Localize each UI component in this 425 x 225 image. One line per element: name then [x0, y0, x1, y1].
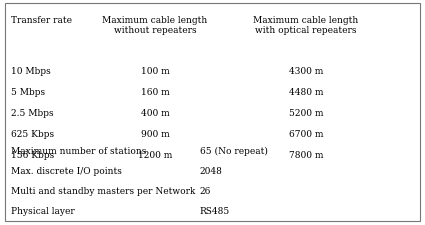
Text: 156 Kbps: 156 Kbps: [11, 151, 54, 160]
Text: 5 Mbps: 5 Mbps: [11, 88, 45, 97]
Text: 5200 m: 5200 m: [289, 109, 323, 118]
Text: 100 m: 100 m: [141, 68, 170, 76]
Text: Multi and standby masters per Network: Multi and standby masters per Network: [11, 187, 195, 196]
Text: 2048: 2048: [200, 167, 223, 176]
Text: 400 m: 400 m: [141, 109, 170, 118]
Text: 4300 m: 4300 m: [289, 68, 323, 76]
Text: Maximum cable length
with optical repeaters: Maximum cable length with optical repeat…: [253, 16, 359, 35]
Text: 900 m: 900 m: [141, 130, 170, 139]
Text: Maximum number of stations: Maximum number of stations: [11, 147, 146, 156]
FancyBboxPatch shape: [5, 3, 420, 220]
Text: 26: 26: [200, 187, 211, 196]
Text: Max. discrete I/O points: Max. discrete I/O points: [11, 167, 122, 176]
Text: 6700 m: 6700 m: [289, 130, 323, 139]
Text: 625 Kbps: 625 Kbps: [11, 130, 54, 139]
Text: RS485: RS485: [200, 207, 230, 216]
Text: 4480 m: 4480 m: [289, 88, 323, 97]
Text: Transfer rate: Transfer rate: [11, 16, 72, 25]
Text: 160 m: 160 m: [141, 88, 170, 97]
Text: 10 Mbps: 10 Mbps: [11, 68, 51, 76]
Text: 7800 m: 7800 m: [289, 151, 323, 160]
Text: Physical layer: Physical layer: [11, 207, 74, 216]
Text: 65 (No repeat): 65 (No repeat): [200, 147, 268, 157]
Text: Maximum cable length
without repeaters: Maximum cable length without repeaters: [102, 16, 208, 35]
Text: 1200 m: 1200 m: [138, 151, 172, 160]
Text: 2.5 Mbps: 2.5 Mbps: [11, 109, 53, 118]
